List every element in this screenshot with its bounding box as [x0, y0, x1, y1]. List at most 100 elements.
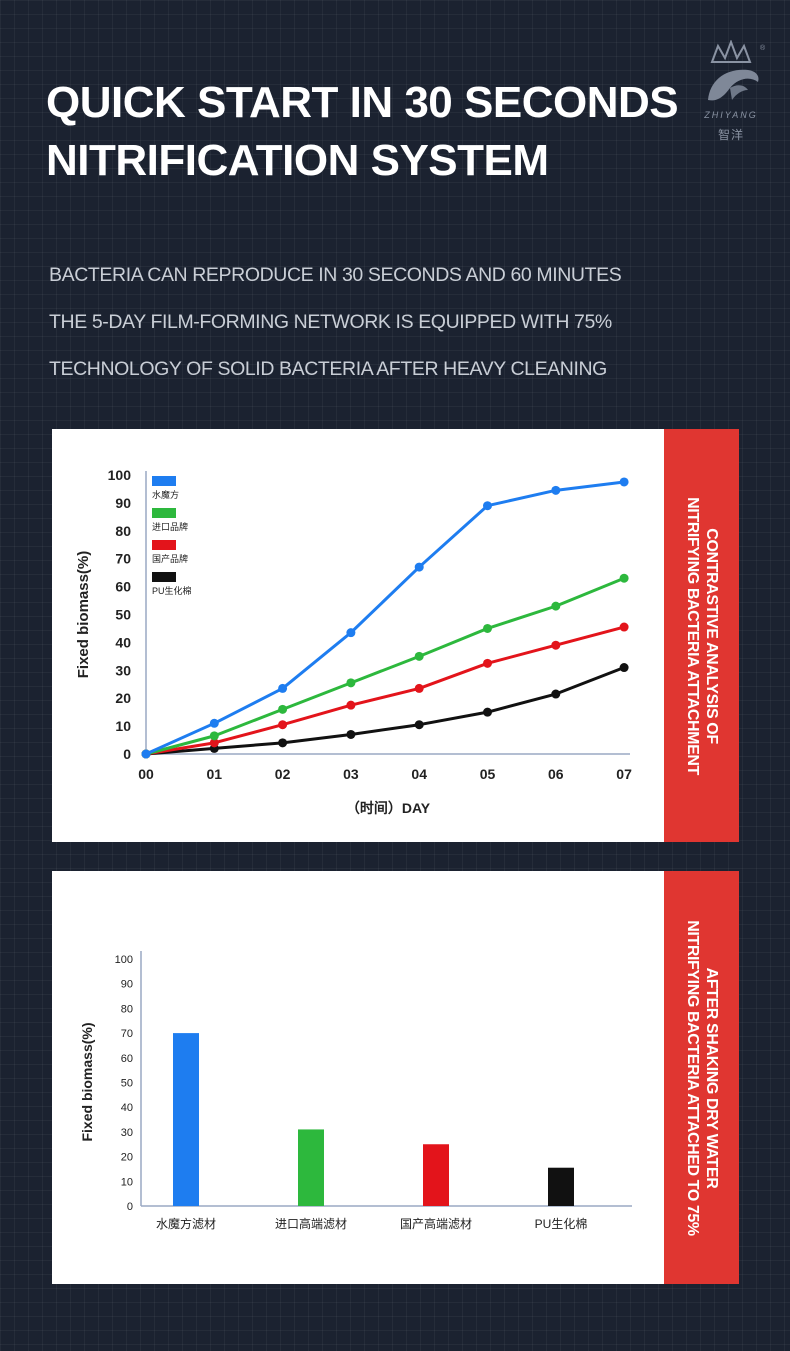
x-tick-label: 01 — [207, 766, 223, 782]
side-label-2-line-1: AFTER SHAKING DRY WATER — [702, 967, 720, 1188]
legend-label: 国产品牌 — [152, 553, 188, 564]
side-label-1-line-2: NITRIFYING BACTERIA ATTACHMENT — [683, 496, 701, 775]
y-tick-label: 70 — [115, 551, 131, 567]
y-tick-label: 80 — [115, 523, 131, 539]
x-tick-label: 07 — [616, 766, 632, 782]
data-point — [141, 749, 151, 759]
category-label: 进口高端滤材 — [275, 1216, 347, 1231]
y-tick-label: 40 — [115, 634, 131, 650]
data-point — [619, 573, 629, 583]
bar-chart: 0 10 20 30 40 50 60 70 80 90 100 Fixed biomass(%) 水魔… — [79, 951, 632, 1231]
data-point — [278, 704, 288, 714]
series-line — [145, 625, 625, 756]
brand-name-cn: 智洋 — [717, 128, 744, 142]
y-axis-title: Fixed biomass(%) — [75, 551, 92, 679]
bar — [298, 1129, 324, 1206]
x-tick-label: 05 — [480, 766, 496, 782]
data-point — [551, 689, 561, 699]
legend-label: PU生化棉 — [152, 585, 192, 596]
data-point — [278, 720, 288, 730]
y-tick-label: 20 — [115, 690, 131, 706]
data-point — [483, 623, 492, 633]
data-point — [619, 477, 629, 487]
subtitle-line-3: TECHNOLOGY OF SOLID BACTERIA AFTER HEAVY… — [49, 358, 607, 380]
data-point — [209, 731, 219, 741]
data-point — [414, 651, 424, 661]
data-point — [346, 700, 356, 710]
series-line — [145, 480, 625, 756]
subtitle-line-2: THE 5-DAY FILM-FORMING NETWORK IS EQUIPP… — [49, 311, 612, 333]
y-tick-label: 40 — [121, 1102, 133, 1114]
side-label-1-line-1: CONTRASTIVE ANALYSIS OF — [702, 527, 720, 744]
data-point — [278, 683, 288, 693]
y-tick-label: 70 — [121, 1028, 133, 1040]
bar — [173, 1033, 199, 1206]
line-chart: 0 10 20 30 40 50 60 70 80 90 100 00 01 02 03 04 05 06 07 Fi… — [75, 467, 632, 816]
brand-logo: ® ZHIYANG 智洋 — [690, 39, 772, 145]
legend-swatch — [152, 572, 176, 582]
title-line-1: QUICK START IN 30 SECONDS — [46, 78, 679, 127]
y-tick-label: 80 — [121, 1003, 133, 1015]
data-point — [414, 683, 424, 693]
legend-swatch — [152, 508, 176, 518]
data-point — [551, 485, 561, 495]
crown-dolphin-icon: ® — [708, 39, 766, 101]
legend-swatch — [152, 476, 176, 486]
y-tick-label: 0 — [127, 1201, 133, 1213]
legend-swatch — [152, 540, 176, 550]
x-tick-label: 04 — [411, 766, 427, 782]
series-line — [145, 666, 625, 756]
y-axis-title: Fixed biomass(%) — [79, 1022, 95, 1141]
data-point — [619, 663, 629, 673]
bar — [423, 1144, 449, 1206]
data-point — [414, 562, 424, 572]
page-title: QUICK START IN 30 SECONDS NITRIFICATION … — [46, 74, 679, 190]
data-point — [346, 628, 356, 638]
y-tick-label: 10 — [121, 1176, 133, 1188]
bar-chart-panel: 0 10 20 30 40 50 60 70 80 90 100 Fixed biomass(%) 水魔… — [52, 871, 664, 1284]
side-label-1: CONTRASTIVE ANALYSIS OF NITRIFYING BACTE… — [664, 429, 739, 842]
y-tick-label: 10 — [115, 718, 131, 734]
y-tick-label: 60 — [115, 579, 131, 595]
y-tick-label: 100 — [108, 467, 132, 483]
category-label: 国产高端滤材 — [400, 1216, 472, 1231]
x-tick-label: 02 — [275, 766, 291, 782]
title-line-2: NITRIFICATION SYSTEM — [46, 136, 549, 185]
line-chart-panel: 0 10 20 30 40 50 60 70 80 90 100 00 01 02 03 04 05 06 07 Fi… — [52, 429, 664, 842]
data-point — [346, 729, 356, 739]
y-tick-label: 60 — [121, 1053, 133, 1065]
x-tick-label: 06 — [548, 766, 564, 782]
data-point — [346, 678, 356, 688]
y-tick-label: 30 — [121, 1127, 133, 1139]
data-point — [278, 738, 288, 748]
bar — [548, 1167, 574, 1206]
data-point — [209, 718, 219, 728]
data-point — [483, 501, 492, 511]
data-point — [483, 707, 492, 717]
y-tick-label: 30 — [115, 662, 131, 678]
trademark-symbol: ® — [760, 44, 766, 52]
y-tick-label: 50 — [121, 1078, 133, 1090]
data-point — [551, 640, 561, 650]
legend-label: 水魔方 — [152, 489, 179, 500]
y-tick-label: 0 — [123, 746, 131, 762]
data-point — [619, 622, 629, 632]
x-axis-title: （时间）DAY — [346, 800, 431, 816]
y-tick-label: 20 — [121, 1152, 133, 1164]
side-label-2-line-2: NITRIFYING BACTERIA ATTACHED TO 75% — [683, 919, 701, 1236]
series-line — [145, 576, 625, 756]
y-tick-label: 90 — [121, 979, 133, 991]
data-point — [483, 658, 492, 668]
subtitle: BACTERIA CAN REPRODUCE IN 30 SECONDS AND… — [49, 252, 622, 393]
data-point — [551, 601, 561, 611]
x-tick-label: 03 — [343, 766, 359, 782]
subtitle-line-1: BACTERIA CAN REPRODUCE IN 30 SECONDS AND… — [49, 264, 622, 286]
side-label-2: AFTER SHAKING DRY WATER NITRIFYING BACTE… — [664, 871, 739, 1284]
data-point — [414, 720, 424, 730]
category-label: 水魔方滤材 — [156, 1216, 216, 1231]
legend-label: 进口品牌 — [152, 521, 188, 532]
brand-name: ZHIYANG — [704, 110, 758, 120]
y-tick-label: 90 — [115, 495, 131, 511]
category-label: PU生化棉 — [535, 1217, 588, 1231]
y-tick-label: 50 — [115, 607, 131, 623]
